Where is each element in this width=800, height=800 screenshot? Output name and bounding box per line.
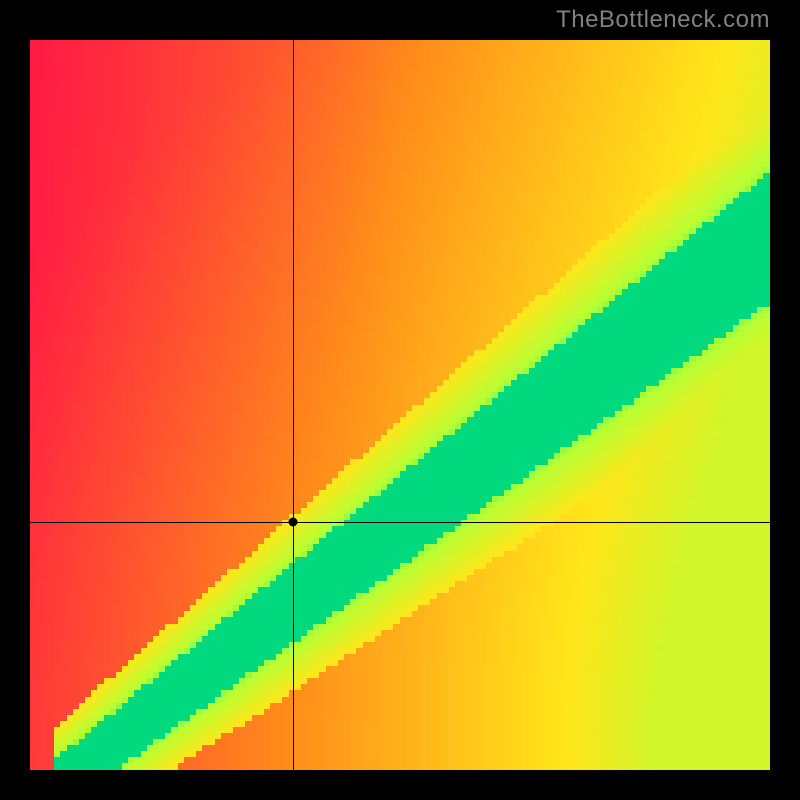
marker-dot xyxy=(288,517,297,526)
crosshair-horizontal xyxy=(30,522,770,523)
watermark-text: TheBottleneck.com xyxy=(556,6,770,34)
crosshair-vertical xyxy=(293,40,294,770)
heatmap-plot xyxy=(30,40,770,770)
heatmap-canvas xyxy=(30,40,770,770)
